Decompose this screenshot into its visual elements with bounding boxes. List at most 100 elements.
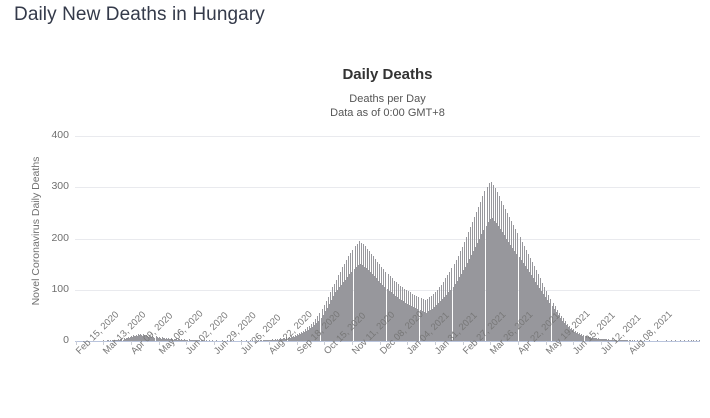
bar (274, 340, 275, 341)
bar (476, 211, 478, 341)
bar (400, 300, 402, 341)
bar (186, 339, 188, 341)
bar (541, 290, 543, 341)
bar (451, 268, 453, 341)
bar (276, 339, 278, 341)
bar (498, 196, 500, 341)
bar (595, 338, 597, 341)
bar (571, 327, 572, 341)
bar (139, 335, 140, 341)
bar (314, 325, 316, 341)
bar (246, 340, 248, 341)
bar (494, 188, 496, 341)
bar (102, 340, 104, 341)
bar (550, 298, 552, 341)
bar (113, 340, 115, 341)
bar (134, 335, 136, 341)
bar (389, 276, 391, 341)
bar (279, 339, 281, 341)
gridline-400 (75, 136, 700, 137)
bar (422, 298, 424, 341)
bar (153, 336, 155, 341)
bar (265, 340, 267, 341)
bar (289, 337, 291, 341)
bar (333, 283, 335, 341)
bar (300, 331, 302, 341)
bar (385, 271, 387, 341)
gridline-300 (75, 187, 700, 189)
bar (345, 279, 347, 341)
bar (344, 264, 346, 341)
bar (135, 334, 137, 341)
bar (203, 340, 205, 341)
bar (327, 296, 329, 341)
bar (512, 247, 514, 341)
bar (395, 282, 397, 341)
bar (559, 317, 561, 341)
bar (286, 337, 288, 341)
bar (162, 338, 164, 341)
bar (182, 340, 184, 341)
bar (136, 336, 138, 341)
bar (283, 337, 285, 341)
bar (472, 222, 473, 341)
bar (287, 338, 289, 341)
bar (617, 340, 619, 341)
bar (129, 337, 131, 341)
bar (624, 340, 626, 341)
bar (190, 340, 192, 341)
bar (463, 242, 465, 341)
bar (125, 337, 127, 341)
bar (450, 289, 452, 341)
bar (288, 336, 290, 341)
bar (346, 260, 348, 341)
bar (439, 287, 440, 341)
bar (355, 266, 357, 341)
bar (505, 208, 506, 341)
bar (572, 330, 574, 341)
bar (124, 338, 126, 341)
bar (416, 295, 418, 341)
bar (285, 338, 287, 341)
bar (388, 290, 390, 341)
bar (366, 248, 368, 341)
bar (598, 338, 600, 341)
bar (163, 337, 165, 341)
bar (649, 340, 651, 341)
bar (328, 304, 330, 341)
bar (499, 229, 501, 341)
chart-subtitle-data-as-of: Data as of 0:00 GMT+8 (330, 107, 445, 119)
bar (619, 340, 621, 341)
bar (479, 238, 481, 341)
bar (515, 229, 517, 341)
bar (302, 330, 304, 341)
bar (359, 264, 361, 341)
bar (547, 300, 549, 341)
bar (273, 339, 274, 341)
bar (221, 340, 223, 341)
bar (209, 340, 211, 341)
bar (601, 339, 602, 341)
bar (530, 275, 532, 341)
bar (341, 284, 343, 341)
bar (454, 283, 456, 341)
bar (188, 339, 190, 341)
bar (200, 340, 202, 341)
bar (377, 261, 379, 341)
bar (473, 250, 475, 341)
bar (465, 237, 467, 341)
bar (331, 287, 333, 341)
bar (166, 339, 168, 341)
bar (695, 340, 697, 341)
bar (299, 334, 301, 341)
bar (391, 278, 393, 341)
bar (680, 340, 682, 341)
bar (544, 286, 546, 341)
x-tick-mark (186, 341, 188, 345)
bar (350, 252, 352, 341)
bar (532, 278, 534, 341)
bar (428, 297, 430, 341)
bar (122, 339, 124, 341)
bar (305, 328, 306, 341)
bar (432, 293, 434, 341)
